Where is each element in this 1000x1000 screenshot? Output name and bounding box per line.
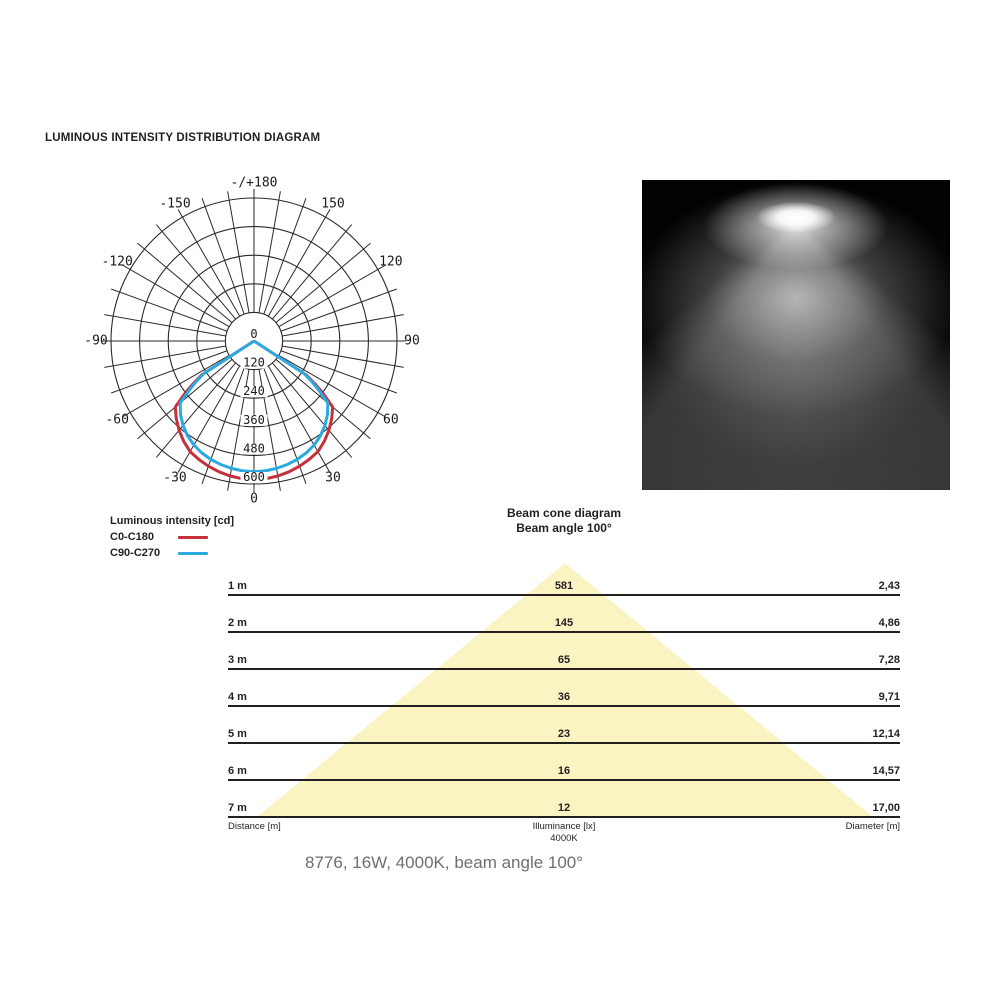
beam-cone-title-line1: Beam cone diagram xyxy=(506,506,622,520)
svg-text:0: 0 xyxy=(250,327,257,341)
illuminance-value: 12 xyxy=(557,802,571,814)
svg-text:-/+180: -/+180 xyxy=(231,176,278,191)
illuminance-column-header: Illuminance [lx] 4000K xyxy=(228,821,900,845)
cone-row-3m: 3 m 65 7,28 xyxy=(228,651,900,670)
cone-row-7m: 7 m 12 17,00 xyxy=(228,799,900,818)
distance-label: 4 m xyxy=(228,691,247,703)
svg-text:30: 30 xyxy=(325,470,341,485)
cone-row-5m: 5 m 23 12,14 xyxy=(228,725,900,744)
diameter-value: 7,28 xyxy=(878,654,900,666)
svg-text:-150: -150 xyxy=(159,197,190,212)
diameter-value: 9,71 xyxy=(878,691,900,703)
beam-cone-diagram: 1 m 581 2,43 2 m 145 4,86 3 m 65 7,28 4 … xyxy=(228,560,900,818)
svg-text:120: 120 xyxy=(379,255,402,270)
illuminance-value: 65 xyxy=(557,654,571,666)
legend-title: Luminous intensity [cd] xyxy=(110,515,235,527)
diameter-value: 17,00 xyxy=(872,802,900,814)
legend-item-c90-c270: C90-C270 xyxy=(110,545,234,561)
diameter-value: 14,57 xyxy=(872,765,900,777)
svg-text:240: 240 xyxy=(243,384,265,398)
illuminance-unit-label: Illuminance [lx] xyxy=(532,821,596,832)
luminous-intensity-polar-chart: 0 30 60 90 120 150 -/+180 -30 -60 -90 -120 -150 0 120… xyxy=(84,176,420,507)
svg-text:-30: -30 xyxy=(163,470,186,485)
distance-label: 1 m xyxy=(228,580,247,592)
legend-item-c0-c180: C0-C180 xyxy=(110,529,234,545)
page-title: LUMINOUS INTENSITY DISTRIBUTION DIAGRAM xyxy=(45,132,321,144)
product-caption: 8776, 16W, 4000K, beam angle 100° xyxy=(305,853,584,872)
svg-text:480: 480 xyxy=(243,441,265,455)
svg-text:120: 120 xyxy=(243,356,265,370)
cone-row-6m: 6 m 16 14,57 xyxy=(228,762,900,781)
beam-photo xyxy=(642,180,950,490)
cone-row-4m: 4 m 36 9,71 xyxy=(228,688,900,707)
svg-text:-120: -120 xyxy=(102,255,133,270)
svg-text:360: 360 xyxy=(243,413,265,427)
illuminance-value: 23 xyxy=(557,728,571,740)
illuminance-value: 581 xyxy=(554,580,574,592)
distance-label: 5 m xyxy=(228,728,247,740)
distance-label: 3 m xyxy=(228,654,247,666)
color-temperature-label: 4000K xyxy=(550,833,578,844)
diameter-column-header: Diameter [m] xyxy=(845,821,900,832)
diameter-value: 2,43 xyxy=(878,580,900,592)
distance-label: 7 m xyxy=(228,802,247,814)
red-line-swatch xyxy=(178,535,208,539)
polar-legend: Luminous intensity [cd] C0-C180 C90-C270 xyxy=(110,513,234,561)
beam-cone-title: Beam cone diagram Beam angle 100° xyxy=(228,506,900,536)
beam-cone-title-line2: Beam angle 100° xyxy=(516,521,612,535)
blue-line-swatch xyxy=(178,551,208,555)
legend-label: C0-C180 xyxy=(110,531,155,543)
svg-text:60: 60 xyxy=(383,413,399,428)
diameter-value: 12,14 xyxy=(872,728,900,740)
diameter-value: 4,86 xyxy=(878,617,900,629)
svg-text:-90: -90 xyxy=(84,334,107,349)
legend-label: C90-C270 xyxy=(110,547,161,559)
svg-text:600: 600 xyxy=(243,470,265,484)
svg-text:90: 90 xyxy=(404,334,420,349)
svg-text:150: 150 xyxy=(321,197,344,212)
svg-text:0: 0 xyxy=(250,492,258,507)
svg-text:-60: -60 xyxy=(105,413,128,428)
cone-row-1m: 1 m 581 2,43 xyxy=(228,577,900,596)
illuminance-value: 145 xyxy=(554,617,574,629)
illuminance-value: 16 xyxy=(557,765,571,777)
illuminance-value: 36 xyxy=(557,691,571,703)
distance-label: 2 m xyxy=(228,617,247,629)
distance-label: 6 m xyxy=(228,765,247,777)
cone-row-2m: 2 m 145 4,86 xyxy=(228,614,900,633)
distance-column-header: Distance [m] xyxy=(228,821,281,832)
